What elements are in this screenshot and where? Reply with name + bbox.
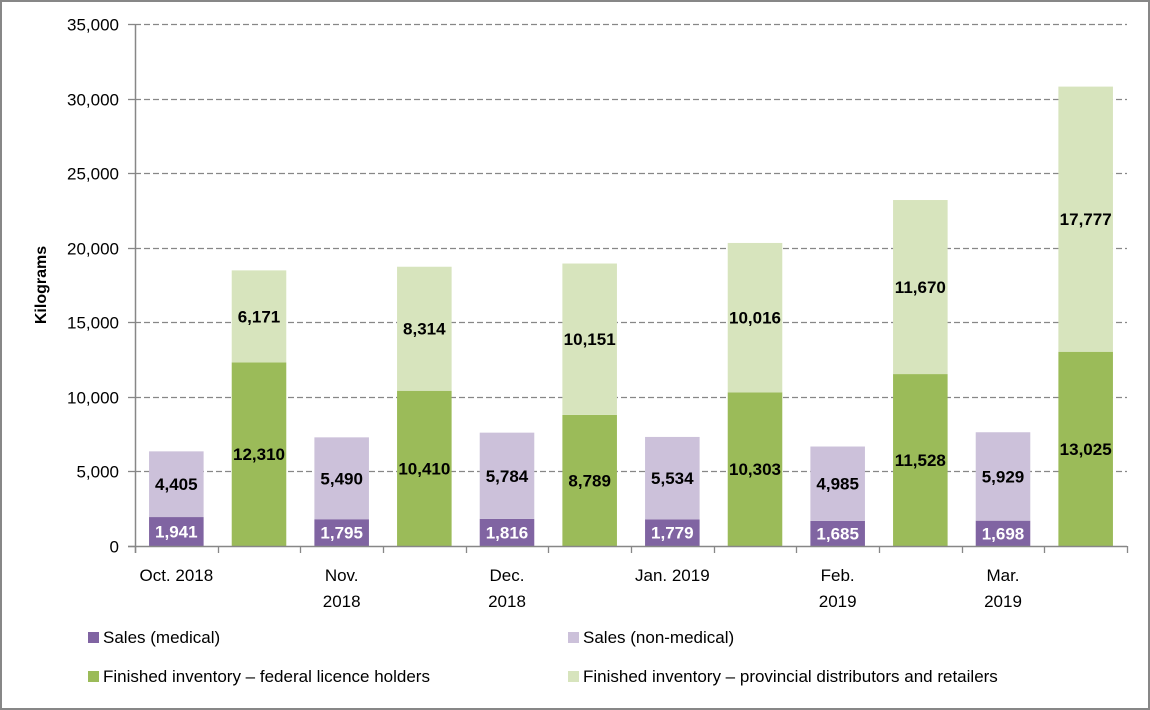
bar-segment bbox=[231, 270, 287, 363]
bar-segment bbox=[975, 520, 1031, 546]
bar-segment bbox=[314, 519, 369, 546]
data-label: 4,985 bbox=[816, 475, 859, 494]
bar-segment bbox=[727, 242, 783, 393]
bars bbox=[149, 86, 1113, 546]
data-label: 5,929 bbox=[982, 467, 1025, 486]
y-tick-label: 5,000 bbox=[76, 463, 119, 482]
bar-segment bbox=[479, 518, 535, 546]
x-tick-label: Feb. bbox=[821, 566, 855, 585]
data-labels: 1,941 4,405 12,310 6,171 1,795 5,490 10,410 8,3… bbox=[155, 210, 1112, 543]
legend-swatch bbox=[568, 632, 579, 643]
legend-label: Sales (non-medical) bbox=[583, 628, 734, 647]
y-tick-labels: 0 5,000 10,000 15,000 20,000 25,000 30,000 35,0… bbox=[67, 16, 119, 557]
legend-swatch bbox=[88, 671, 99, 682]
x-tick-label: 2018 bbox=[488, 592, 526, 611]
bar-segment bbox=[975, 432, 1031, 521]
data-label: 1,816 bbox=[486, 523, 529, 542]
y-tick-label: 35,000 bbox=[67, 16, 119, 35]
data-label: 12,310 bbox=[233, 445, 285, 464]
data-label: 1,941 bbox=[155, 523, 198, 542]
data-label: 17,777 bbox=[1060, 210, 1112, 229]
axes bbox=[128, 23, 1129, 553]
legend-swatch bbox=[568, 671, 579, 682]
bar-segment bbox=[893, 374, 948, 546]
data-label: 5,534 bbox=[651, 469, 694, 488]
bar-segment bbox=[1058, 86, 1113, 352]
legend-label: Finished inventory – provincial distribu… bbox=[583, 667, 998, 686]
data-label: 8,314 bbox=[403, 320, 446, 339]
y-tick-label: 10,000 bbox=[67, 389, 119, 408]
legend-label: Finished inventory – federal licence hol… bbox=[103, 667, 430, 686]
data-label: 1,698 bbox=[982, 524, 1025, 543]
bar-segment bbox=[727, 392, 783, 546]
y-tick-label: 0 bbox=[110, 538, 119, 557]
data-label: 10,151 bbox=[564, 330, 616, 349]
bar-segment bbox=[479, 432, 535, 519]
data-label: 5,784 bbox=[486, 467, 529, 486]
x-tick-label: Oct. 2018 bbox=[139, 566, 213, 585]
data-label: 8,789 bbox=[568, 471, 611, 490]
legend-label: Sales (medical) bbox=[103, 628, 220, 647]
data-label: 11,670 bbox=[895, 278, 946, 297]
data-label: 1,685 bbox=[816, 524, 859, 543]
x-tick-labels: Oct. 2018 Nov. 2018 Dec. 2018 Jan. 2019 Feb. 20… bbox=[139, 566, 1021, 611]
x-tick-label: Dec. bbox=[490, 566, 525, 585]
data-label: 4,405 bbox=[155, 475, 198, 494]
x-tick-label: 2018 bbox=[323, 592, 361, 611]
data-label: 10,016 bbox=[729, 309, 781, 328]
bar-segment bbox=[810, 446, 865, 521]
y-axis-title: Kilograms bbox=[33, 246, 50, 324]
bar-segment bbox=[810, 520, 865, 546]
x-tick-label: 2019 bbox=[819, 592, 857, 611]
bar-segment bbox=[397, 266, 452, 391]
data-label: 10,410 bbox=[398, 459, 450, 478]
data-label: 1,779 bbox=[651, 524, 694, 543]
bar-segment bbox=[562, 263, 617, 415]
x-tick-label: Jan. 2019 bbox=[635, 566, 710, 585]
y-tick-label: 15,000 bbox=[67, 314, 119, 333]
bar-segment bbox=[314, 437, 369, 520]
data-label: 11,528 bbox=[895, 451, 946, 470]
bar-segment bbox=[1058, 351, 1113, 546]
bar-segment bbox=[149, 451, 204, 518]
bar-segment bbox=[562, 414, 617, 546]
bar-segment bbox=[149, 517, 204, 546]
gridlines bbox=[135, 23, 1127, 473]
legend: Sales (medical) Sales (non-medical) Finish… bbox=[88, 628, 998, 686]
data-label: 6,171 bbox=[238, 307, 281, 326]
bar-segment bbox=[231, 362, 287, 546]
x-tick-label: 2019 bbox=[984, 592, 1022, 611]
data-label: 10,303 bbox=[729, 460, 781, 479]
y-tick-label: 20,000 bbox=[67, 240, 119, 259]
bar-segment bbox=[645, 519, 700, 546]
legend-swatch bbox=[88, 632, 99, 643]
y-tick-label: 25,000 bbox=[67, 165, 119, 184]
data-label: 5,490 bbox=[320, 469, 363, 488]
bar-segment bbox=[893, 200, 948, 375]
data-label: 1,795 bbox=[320, 524, 363, 543]
data-label: 13,025 bbox=[1060, 440, 1112, 459]
bar-segment bbox=[645, 436, 700, 520]
x-tick-label: Mar. bbox=[986, 566, 1019, 585]
bar-segment bbox=[397, 390, 452, 546]
x-tick-label: Nov. bbox=[325, 566, 359, 585]
y-tick-label: 30,000 bbox=[67, 91, 119, 110]
